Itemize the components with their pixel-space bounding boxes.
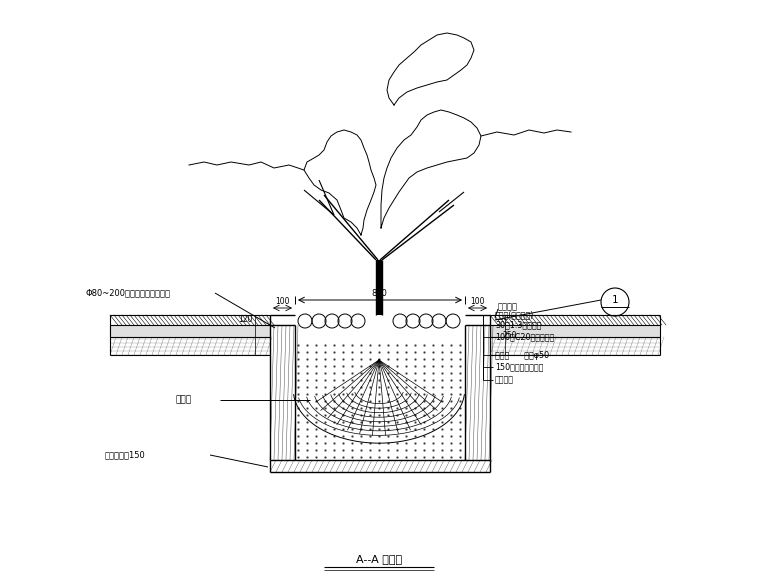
Text: 800: 800 <box>371 289 387 298</box>
Text: 100: 100 <box>274 297 290 306</box>
Text: 100: 100 <box>470 297 484 306</box>
Text: 种植土: 种植土 <box>175 396 191 404</box>
Text: 素土夯实: 素土夯实 <box>495 376 514 384</box>
Text: 100厚C20加石混凝土: 100厚C20加石混凝土 <box>495 332 554 342</box>
Text: A--A 剖面图: A--A 剖面图 <box>356 554 402 564</box>
Text: 250: 250 <box>503 330 517 339</box>
Text: 花岗岩(剁斧饰面): 花岗岩(剁斧饰面) <box>495 311 534 319</box>
Text: 30厚1:3水泥砂浆: 30厚1:3水泥砂浆 <box>495 321 541 329</box>
Text: 120: 120 <box>238 315 252 325</box>
Text: Φ80~200本色鹅卵石自然铺设: Φ80~200本色鹅卵石自然铺设 <box>85 288 170 298</box>
Bar <box>376 280 382 315</box>
Text: （内配      双向φ50: （内配 双向φ50 <box>495 350 549 359</box>
Text: 沥青嵌缝: 沥青嵌缝 <box>498 302 518 312</box>
Text: 1: 1 <box>612 295 619 305</box>
Bar <box>376 260 382 315</box>
Text: 砂砾岩厚约150: 砂砾岩厚约150 <box>105 450 146 460</box>
Text: 150厚级配碎石垫层: 150厚级配碎石垫层 <box>495 363 543 372</box>
